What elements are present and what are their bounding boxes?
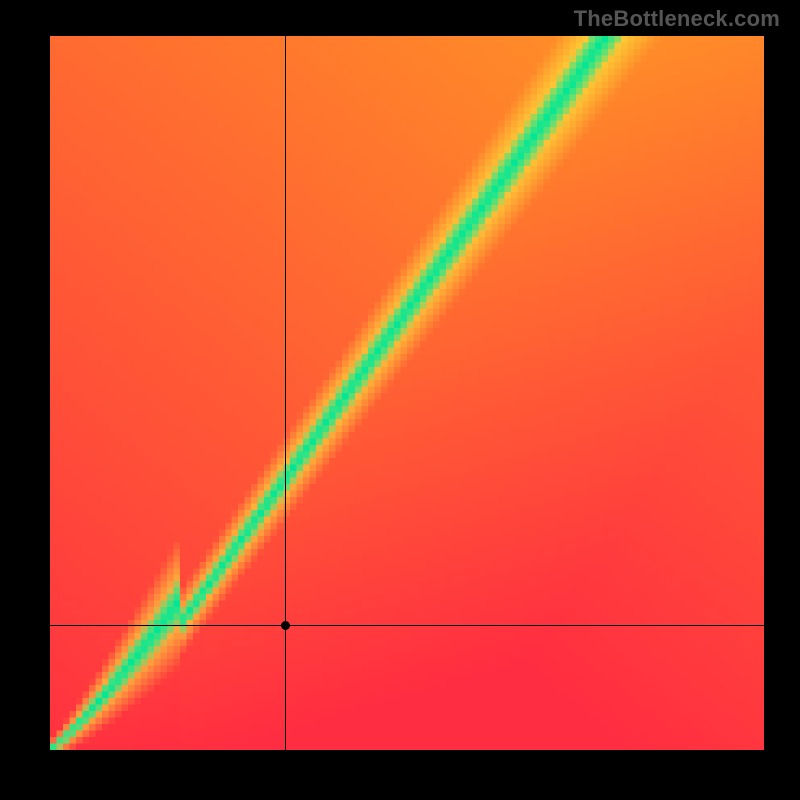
crosshair-marker	[281, 621, 290, 630]
watermark-text: TheBottleneck.com	[574, 6, 780, 32]
chart-container: TheBottleneck.com	[0, 0, 800, 800]
heatmap-canvas	[50, 36, 764, 750]
crosshair-horizontal	[50, 625, 764, 626]
crosshair-vertical	[285, 36, 286, 750]
